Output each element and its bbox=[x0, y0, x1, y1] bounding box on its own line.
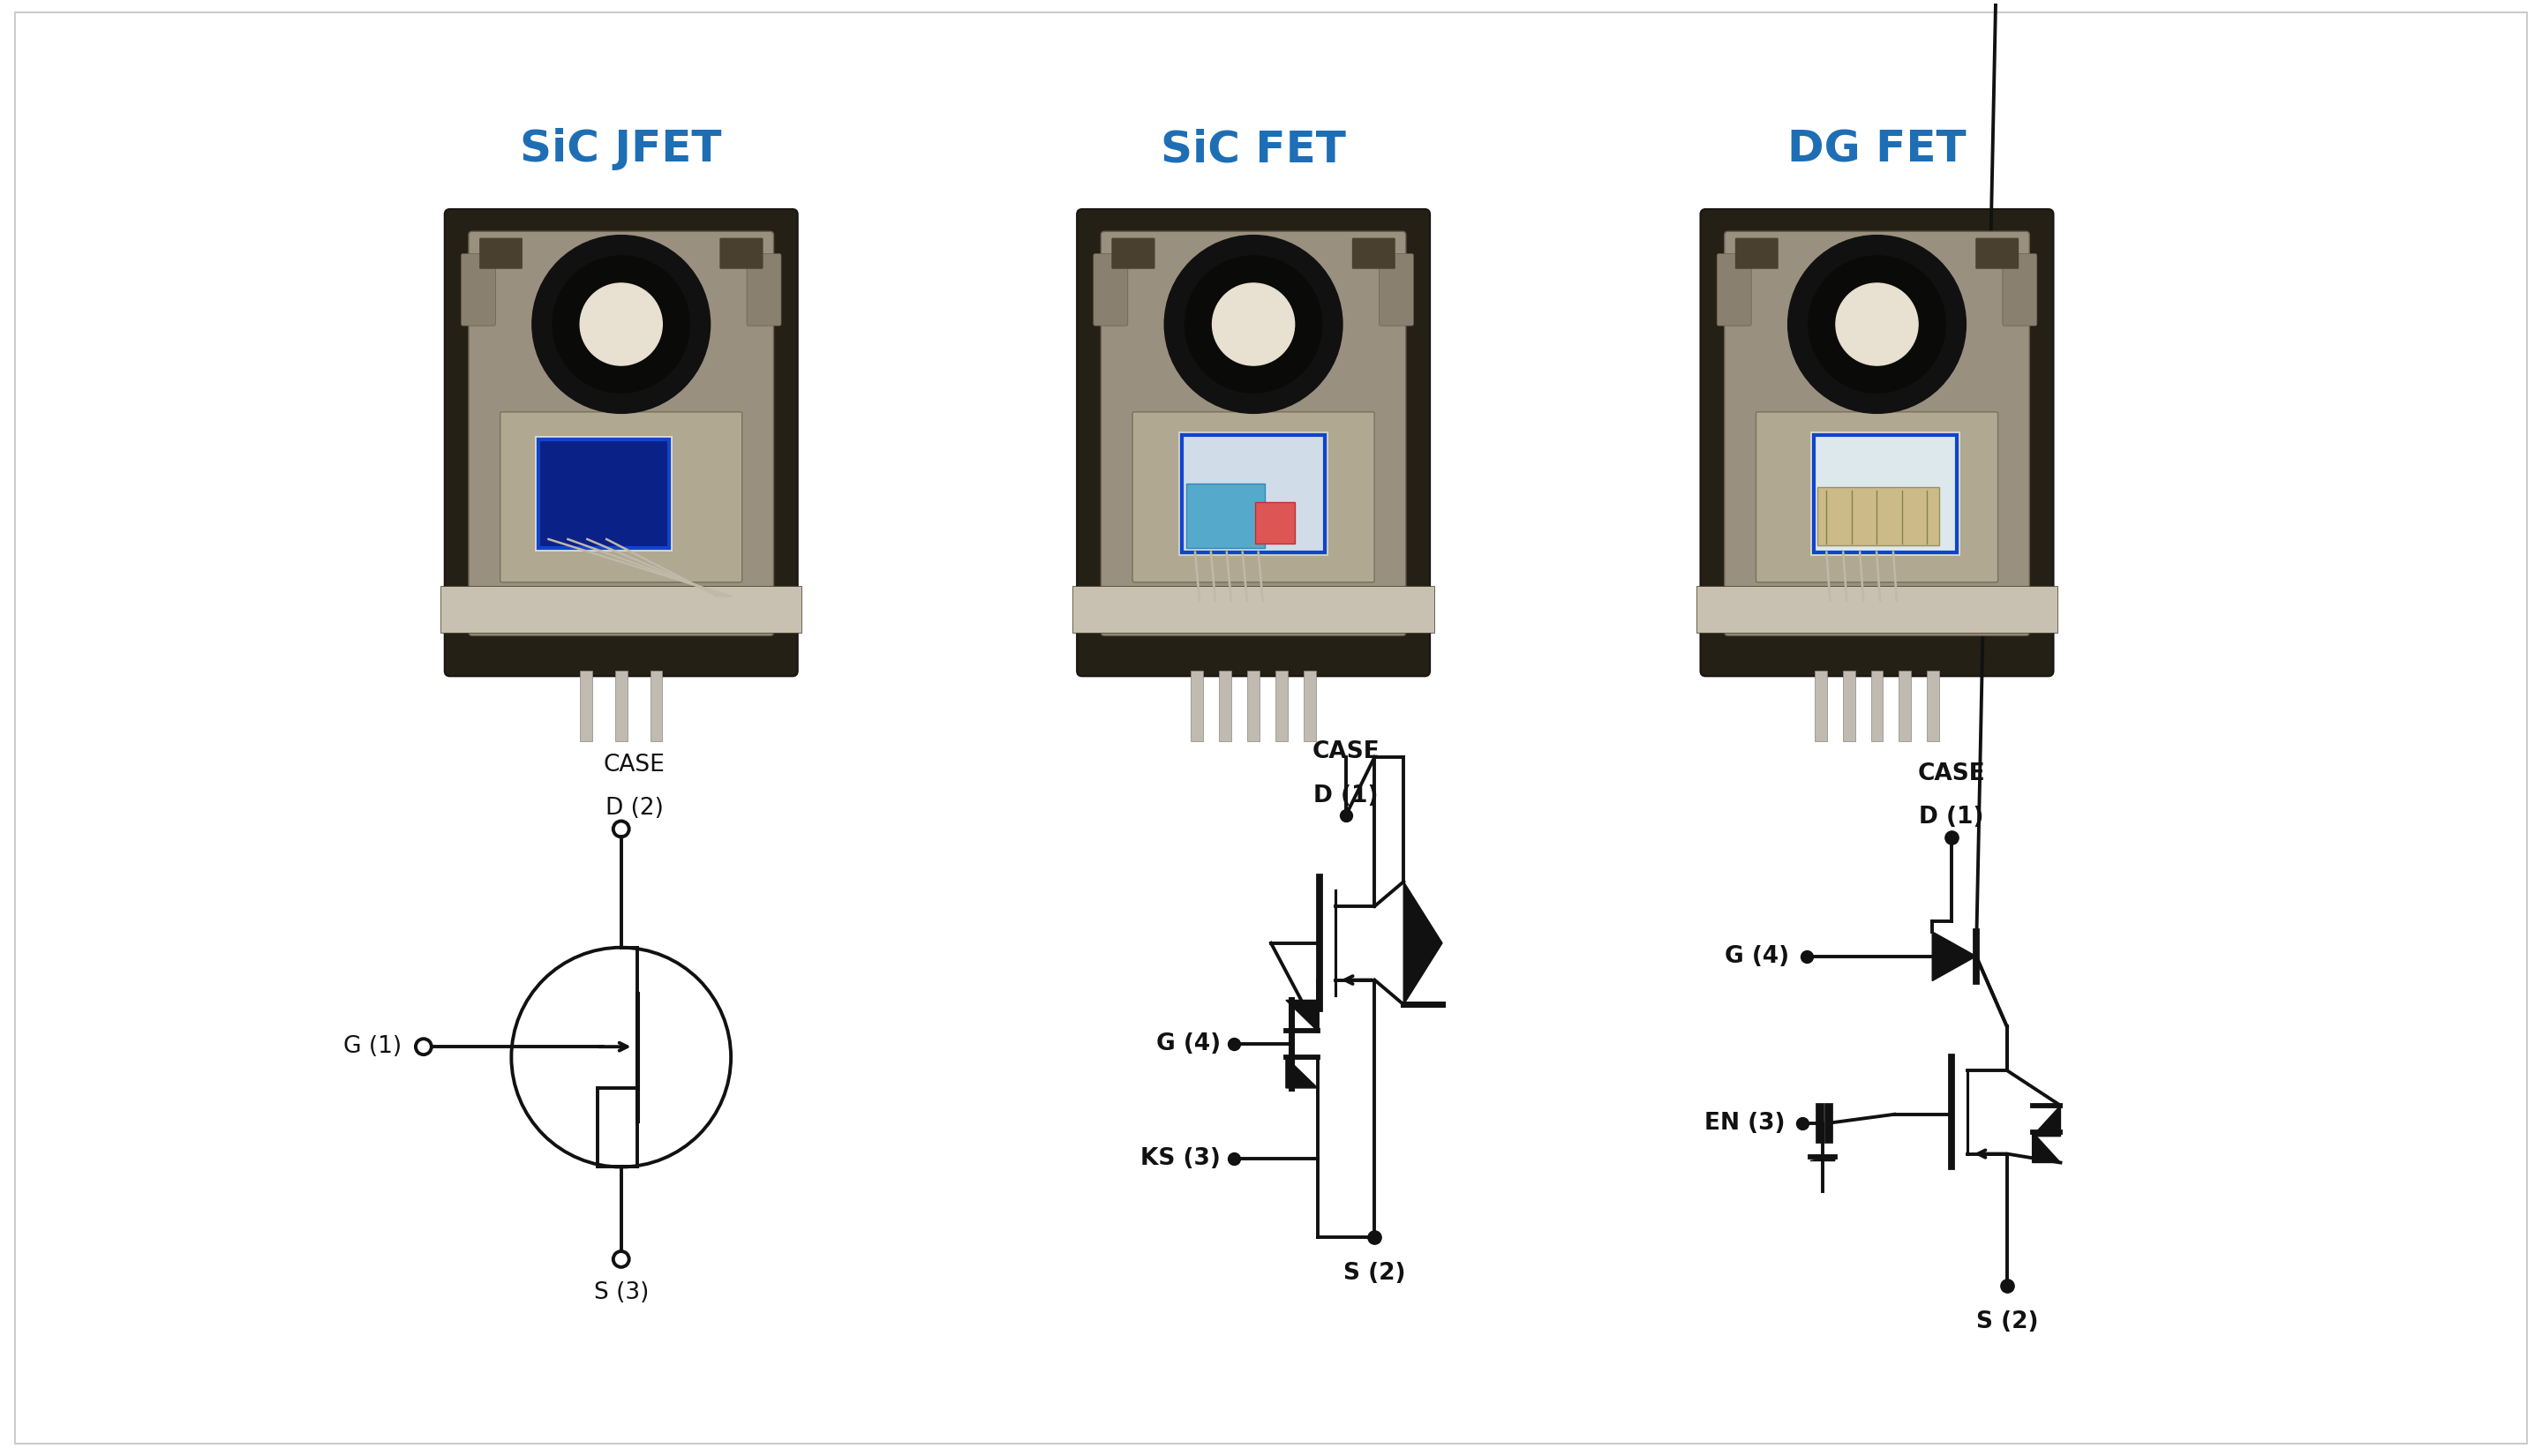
Bar bbox=[651, 671, 663, 741]
FancyBboxPatch shape bbox=[2003, 253, 2036, 326]
Bar bbox=[1187, 483, 1266, 547]
Bar bbox=[1810, 432, 1960, 556]
Text: KS (3): KS (3) bbox=[1141, 1147, 1220, 1169]
Bar bbox=[1843, 671, 1856, 741]
FancyBboxPatch shape bbox=[719, 239, 763, 269]
Text: D (1): D (1) bbox=[1919, 807, 1983, 828]
FancyBboxPatch shape bbox=[1757, 412, 1998, 582]
FancyBboxPatch shape bbox=[445, 210, 798, 676]
Polygon shape bbox=[1286, 1057, 1317, 1088]
Bar bbox=[1182, 435, 1324, 552]
FancyBboxPatch shape bbox=[1352, 239, 1396, 269]
Text: S (3): S (3) bbox=[595, 1281, 648, 1305]
FancyBboxPatch shape bbox=[1696, 585, 2056, 633]
Bar bbox=[615, 671, 628, 741]
FancyBboxPatch shape bbox=[1134, 412, 1375, 582]
Circle shape bbox=[1164, 236, 1342, 414]
FancyBboxPatch shape bbox=[440, 585, 801, 633]
Bar bbox=[1179, 432, 1329, 556]
FancyBboxPatch shape bbox=[747, 253, 780, 326]
FancyBboxPatch shape bbox=[460, 253, 496, 326]
Bar bbox=[534, 435, 674, 552]
Text: SiC FET: SiC FET bbox=[1162, 128, 1347, 170]
Polygon shape bbox=[1403, 882, 1441, 1005]
Text: G (1): G (1) bbox=[343, 1035, 402, 1059]
Text: CASE: CASE bbox=[1917, 761, 1985, 785]
FancyBboxPatch shape bbox=[501, 412, 742, 582]
Bar bbox=[1304, 671, 1317, 741]
Circle shape bbox=[531, 236, 709, 414]
FancyBboxPatch shape bbox=[468, 232, 773, 636]
Text: D (2): D (2) bbox=[605, 798, 663, 820]
Polygon shape bbox=[1810, 1156, 1835, 1160]
Polygon shape bbox=[2034, 1131, 2062, 1162]
Bar bbox=[1927, 671, 1940, 741]
FancyBboxPatch shape bbox=[480, 239, 521, 269]
Bar bbox=[580, 671, 592, 741]
FancyBboxPatch shape bbox=[1093, 253, 1129, 326]
Bar bbox=[1256, 502, 1296, 543]
Text: D (1): D (1) bbox=[1314, 785, 1378, 807]
Circle shape bbox=[1835, 284, 1919, 365]
FancyBboxPatch shape bbox=[1975, 239, 2018, 269]
Circle shape bbox=[580, 284, 663, 365]
Text: EN (3): EN (3) bbox=[1703, 1111, 1784, 1134]
FancyBboxPatch shape bbox=[1101, 232, 1406, 636]
FancyBboxPatch shape bbox=[1380, 253, 1413, 326]
Bar bbox=[1248, 671, 1261, 741]
Circle shape bbox=[552, 256, 689, 393]
FancyBboxPatch shape bbox=[1078, 210, 1431, 676]
Circle shape bbox=[1807, 256, 1945, 393]
Bar bbox=[1818, 486, 1940, 545]
Text: CASE: CASE bbox=[602, 753, 666, 776]
Text: CASE: CASE bbox=[1312, 740, 1380, 763]
Circle shape bbox=[1787, 236, 1965, 414]
Bar bbox=[1871, 671, 1884, 741]
Text: DG FET: DG FET bbox=[1787, 128, 1968, 170]
Bar bbox=[1815, 671, 1828, 741]
Bar bbox=[1192, 671, 1202, 741]
Bar bbox=[539, 440, 669, 547]
Polygon shape bbox=[1932, 932, 1975, 981]
FancyBboxPatch shape bbox=[1111, 239, 1154, 269]
Circle shape bbox=[1185, 256, 1322, 393]
Text: SiC JFET: SiC JFET bbox=[521, 128, 722, 170]
FancyBboxPatch shape bbox=[15, 13, 2527, 1443]
FancyBboxPatch shape bbox=[1716, 253, 1751, 326]
FancyBboxPatch shape bbox=[1073, 585, 1434, 633]
Polygon shape bbox=[2034, 1105, 2062, 1136]
Bar bbox=[1276, 671, 1289, 741]
Circle shape bbox=[1213, 284, 1294, 365]
Bar bbox=[1220, 671, 1230, 741]
Text: G (4): G (4) bbox=[1157, 1032, 1220, 1056]
Text: G (4): G (4) bbox=[1723, 945, 1790, 968]
Text: S (2): S (2) bbox=[1975, 1310, 2039, 1334]
Polygon shape bbox=[1286, 1000, 1317, 1031]
FancyBboxPatch shape bbox=[1736, 239, 1779, 269]
Bar bbox=[1815, 435, 1957, 552]
Bar bbox=[1899, 671, 1912, 741]
FancyBboxPatch shape bbox=[1723, 232, 2029, 636]
Text: S (2): S (2) bbox=[1345, 1262, 1406, 1284]
FancyBboxPatch shape bbox=[1701, 210, 2054, 676]
